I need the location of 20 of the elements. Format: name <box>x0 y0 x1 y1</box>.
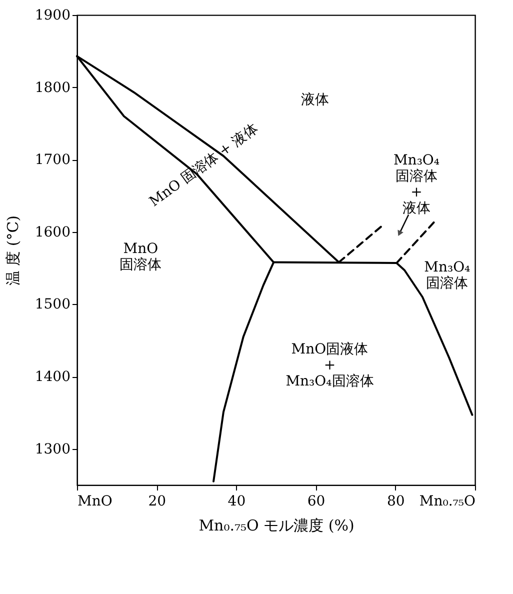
x-tick-label: MnO <box>78 494 112 510</box>
annotation: 液体 <box>301 92 330 108</box>
x-tick-label: 20 <box>148 494 166 510</box>
y-tick-label: 1400 <box>34 369 70 386</box>
annotation: Mn₃O₄ 固溶体 + 液体 <box>393 152 440 217</box>
y-tick-label: 1600 <box>34 224 70 240</box>
y-tick-label: 1900 <box>34 8 70 24</box>
annotation: MnO固液体 + Mn₃O₄固溶体 <box>286 342 374 390</box>
y-tick-label: 1800 <box>34 80 70 96</box>
x-tick-label: 60 <box>307 494 326 510</box>
y-axis-title: 温 度 (°C) <box>4 215 22 286</box>
annotation: MnO 固溶体 <box>120 241 162 274</box>
x-tick-label: Mn₀.₇₅O <box>419 494 476 510</box>
x-axis-title: Mn₀.₇₅O モル濃度 (%) <box>198 516 354 534</box>
y-tick-label: 1700 <box>34 152 70 168</box>
annotation: Mn₃O₄ 固溶体 <box>424 259 471 292</box>
y-tick-label: 1300 <box>34 441 70 458</box>
x-tick-label: 40 <box>228 494 246 510</box>
x-tick-label: 80 <box>386 494 405 510</box>
y-tick-label: 1500 <box>34 296 70 313</box>
